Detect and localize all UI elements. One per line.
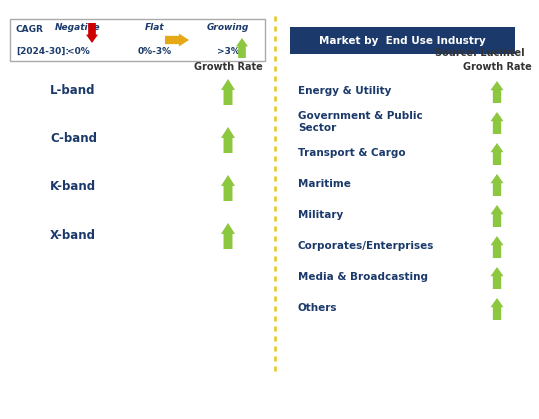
Text: X-band: X-band: [50, 228, 96, 241]
Polygon shape: [490, 298, 503, 320]
Text: CAGR: CAGR: [16, 26, 44, 34]
Polygon shape: [86, 23, 98, 43]
Text: K-band: K-band: [50, 181, 96, 194]
Polygon shape: [490, 143, 503, 165]
Polygon shape: [221, 127, 235, 153]
Polygon shape: [221, 79, 235, 105]
Text: Corporates/Enterprises: Corporates/Enterprises: [298, 241, 434, 251]
Text: Flat: Flat: [145, 23, 165, 33]
Text: Negative: Negative: [55, 23, 101, 33]
Bar: [35, 27, 245, 54]
Polygon shape: [165, 34, 189, 47]
Text: Government & Public
Sector: Government & Public Sector: [298, 111, 423, 133]
Polygon shape: [490, 112, 503, 134]
Text: Transport & Cargo: Transport & Cargo: [298, 148, 406, 158]
Text: Energy & Utility: Energy & Utility: [298, 86, 391, 96]
Polygon shape: [221, 223, 235, 249]
Text: Military: Military: [298, 210, 343, 220]
Text: Growing: Growing: [207, 23, 249, 33]
Bar: [290, 27, 515, 54]
Text: [2024-30]:: [2024-30]:: [16, 47, 69, 55]
Text: Maritime: Maritime: [298, 179, 351, 189]
Text: Others: Others: [298, 303, 337, 313]
Text: Market by  End Use Industry: Market by End Use Industry: [319, 36, 486, 46]
Text: Growth Rate: Growth Rate: [194, 62, 262, 72]
Bar: [10, 19, 265, 61]
Text: <0%: <0%: [67, 47, 89, 57]
Polygon shape: [490, 205, 503, 227]
Polygon shape: [490, 81, 503, 103]
Text: >3%: >3%: [217, 47, 239, 57]
Text: Market by  Frequency Band Type: Market by Frequency Band Type: [44, 36, 236, 46]
Polygon shape: [490, 174, 503, 196]
Text: Growth Rate: Growth Rate: [462, 62, 531, 72]
Text: Source: Lucintel: Source: Lucintel: [435, 48, 525, 58]
Text: 0%-3%: 0%-3%: [138, 47, 172, 57]
Polygon shape: [490, 267, 503, 289]
Polygon shape: [236, 38, 248, 58]
Polygon shape: [221, 175, 235, 201]
Text: C-band: C-band: [50, 132, 97, 145]
Text: L-band: L-band: [50, 85, 95, 98]
Text: Media & Broadcasting: Media & Broadcasting: [298, 272, 428, 282]
Polygon shape: [490, 236, 503, 258]
